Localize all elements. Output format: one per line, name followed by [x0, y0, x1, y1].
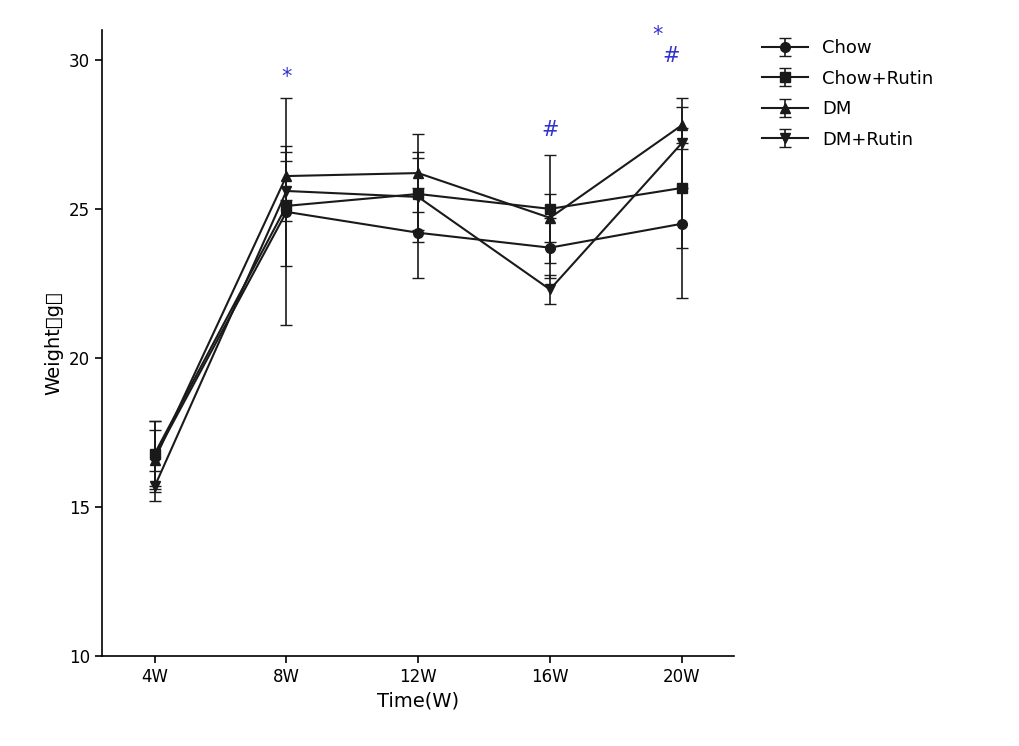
X-axis label: Time(W): Time(W): [377, 692, 459, 711]
Text: #: #: [541, 120, 558, 140]
Legend: Chow, Chow+Rutin, DM, DM+Rutin: Chow, Chow+Rutin, DM, DM+Rutin: [761, 39, 932, 148]
Y-axis label: Weight（g）: Weight（g）: [45, 291, 63, 395]
Text: *: *: [652, 25, 662, 45]
Text: *: *: [281, 66, 291, 87]
Text: #: #: [661, 46, 680, 66]
